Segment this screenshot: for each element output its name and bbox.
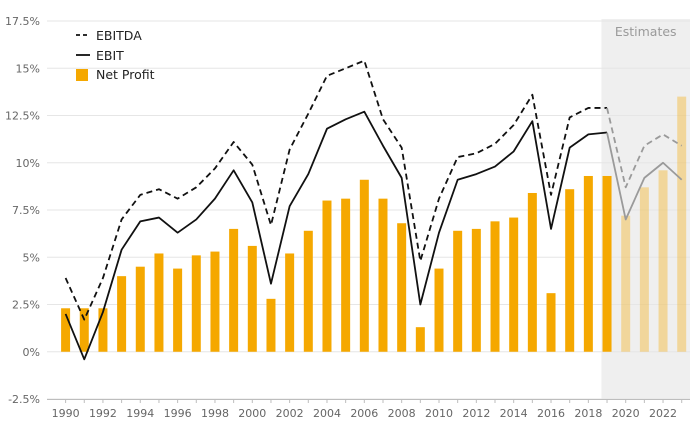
x-tick-label: 2022 [649,407,677,420]
net-profit-bar [191,255,201,352]
legend-net-profit-label: Net Profit [96,67,155,82]
legend-ebitda-label: EBITDA [96,28,142,43]
y-tick-label: 10% [16,157,40,170]
ebitda-estimate-line [606,107,683,189]
y-tick-label: 15% [16,62,40,75]
net-profit-bar [602,175,612,352]
y-tick-label: 2.5% [12,299,40,312]
net-profit-bar [359,179,369,352]
net-profit-bar [247,245,257,352]
net-profit-bar [322,200,332,352]
net-profit-bar [509,217,519,352]
net-profit-bar [229,228,239,352]
y-tick-label: 5% [23,251,40,264]
net-profit-bar [546,293,556,352]
x-tick-label: 1996 [164,407,192,420]
x-tick-label: 2018 [574,407,602,420]
net-profit-bar [154,253,164,352]
x-tick-label: 2014 [500,407,528,420]
net-profit-bar [490,221,500,352]
net-profit-bar [677,96,687,352]
x-tick-label: 2010 [425,407,453,420]
net-profit-bar [117,276,127,352]
net-profit-bar [61,308,71,352]
x-tick-label: 2012 [462,407,490,420]
x-tick-label: 2016 [537,407,565,420]
y-tick-label: 0% [23,346,40,359]
x-tick-label: 1992 [89,407,117,420]
net-profit-bar [565,189,575,352]
x-tick-label: 1990 [52,407,80,420]
net-profit-bar [527,192,537,352]
line-series [64,59,683,361]
net-profit-bar [210,251,220,352]
estimates-region [601,19,690,399]
x-tick-label: 2008 [388,407,416,420]
x-tick-label: 1998 [201,407,229,420]
net-profit-bar [378,198,388,352]
net-profit-bar [135,266,145,352]
y-tick-label: 12.5% [5,110,40,123]
net-profit-bar [415,327,425,352]
legend-net-profit-swatch [76,69,88,81]
x-tick-label: 2004 [313,407,341,420]
y-tick-label: -2.5% [8,393,40,406]
x-tick-label: 2002 [276,407,304,420]
net-profit-bar [583,175,593,352]
legend: EBITDA EBIT Net Profit [76,28,155,82]
net-profit-bar [639,187,649,352]
net-profit-bar [621,215,631,352]
net-profit-bar [98,308,108,352]
net-profit-bar [285,253,295,352]
x-tick-label: 2000 [238,407,266,420]
net-profit-bars [61,96,687,352]
net-profit-bar [341,198,351,352]
legend-ebit-label: EBIT [96,48,124,63]
axes: 17.5% 15% 12.5% 10% 7.5% 5% 2.5% 0% -2.5% 1990 199… [5,15,690,420]
net-profit-bar [173,268,183,352]
net-profit-bar [79,308,89,352]
net-profit-bar [397,223,407,352]
x-tick-label: 2020 [612,407,640,420]
net-profit-bar [453,230,463,352]
x-tick-label: 2006 [350,407,378,420]
ebitda-line [64,59,608,321]
x-tick-label: 1994 [126,407,154,420]
y-tick-label: 17.5% [5,15,40,28]
y-tick-label: 7.5% [12,204,40,217]
net-profit-bar [303,230,313,352]
ebit-estimate-line [606,132,683,221]
estimates-label: Estimates [615,24,677,39]
ebit-line [64,110,608,361]
net-profit-bar [658,170,668,352]
net-profit-bar [434,268,444,352]
net-profit-bar [266,298,276,352]
net-profit-bar [471,228,481,352]
